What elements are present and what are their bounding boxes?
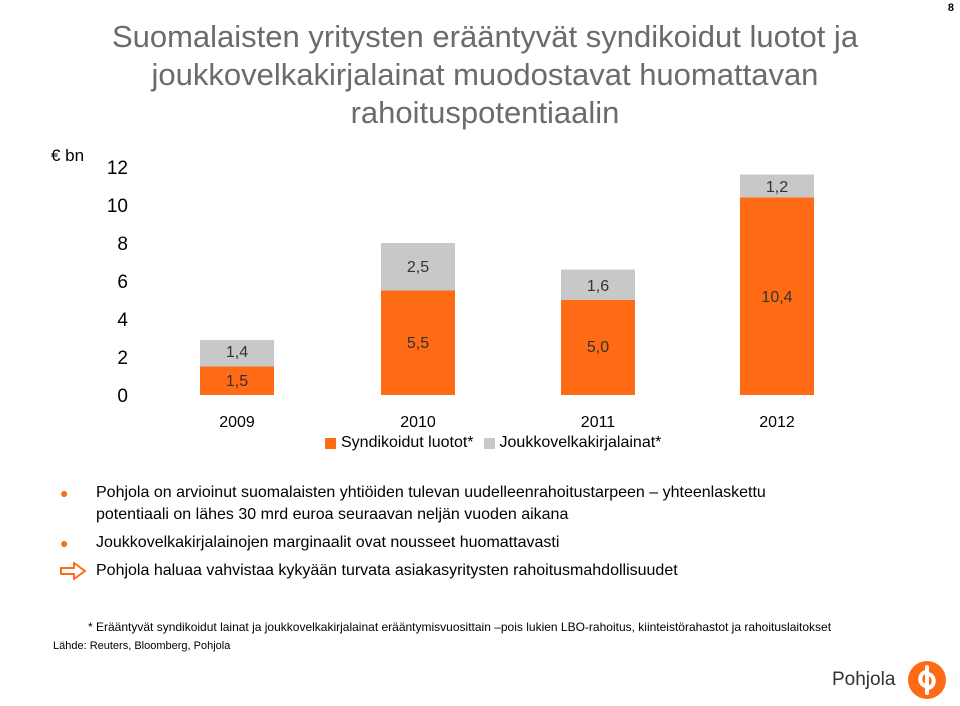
bar-bonds-2009	[200, 339, 274, 367]
stacked-bar-chart: 0 2 4 6 8 10 12 2009 2010 2011 2012 1,5 1,4 5,5 2,5 5,0…	[107, 158, 814, 431]
y-tick-label: 0	[117, 386, 128, 407]
data-label-syndicated-2011: 5,0	[587, 339, 609, 356]
data-label-bonds-2010: 2,5	[407, 259, 429, 276]
data-label-syndicated-2010: 5,5	[407, 335, 429, 352]
bullet-3-line-1: Pohjola haluaa vahvistaa kykyään turvata…	[96, 562, 678, 579]
y-tick-label: 8	[117, 234, 128, 255]
bar-syndicated-2012	[740, 197, 814, 395]
legend-swatch-syndicated	[325, 437, 336, 449]
data-label-syndicated-2009: 1,5	[226, 373, 248, 390]
pohjola-logo: Pohjola	[832, 660, 947, 700]
data-label-syndicated-2012: 10,4	[761, 289, 792, 306]
dot-icon: ●	[60, 535, 69, 551]
bullet-1-line-1: Pohjola on arvioinut suomalaisten yhtiöi…	[96, 484, 766, 501]
y-tick-label: 12	[107, 158, 128, 179]
bar-syndicated-2009	[200, 366, 274, 395]
title-line-1: Suomalaisten yritysten erääntyvät syndik…	[111, 19, 859, 54]
bullet-2-line-1: Joukkovelkakirjalainojen marginaalit ova…	[96, 534, 560, 551]
bar-bonds-2011	[561, 269, 635, 300]
data-label-bonds-2009: 1,4	[226, 344, 248, 361]
legend-label-bonds: Joukkovelkakirjalainat*	[499, 434, 662, 451]
source-note: Lähde: Reuters, Bloomberg, Pohjola	[53, 640, 231, 652]
arrow-right-icon	[60, 562, 86, 580]
x-tick-label: 2010	[400, 414, 436, 431]
bullet-1-line-2: potentiaali on lähes 30 mrd euroa seuraa…	[96, 506, 569, 523]
y-tick-label: 2	[117, 348, 128, 369]
bar-bonds-2010	[381, 243, 455, 291]
logo-wordmark: Pohjola	[832, 669, 896, 690]
slide-title: Suomalaisten yritysten erääntyvät syndik…	[60, 18, 910, 132]
bar-bonds-2012	[740, 174, 814, 198]
title-line-2: joukkovelkakirjalainat muodostavat huoma…	[151, 57, 819, 92]
data-label-bonds-2012: 1,2	[766, 179, 788, 196]
unit-label: € bn	[51, 146, 85, 165]
data-label-bonds-2011: 1,6	[587, 278, 609, 295]
legend-item-bonds: Joukkovelkakirjalainat*	[483, 434, 662, 452]
page-number: 8	[947, 2, 954, 14]
x-tick-label: 2012	[759, 414, 795, 431]
bar-syndicated-2011	[561, 300, 635, 395]
legend-label-syndicated: Syndikoidut luotot*	[341, 434, 474, 451]
x-tick-label: 2011	[581, 414, 616, 431]
pohjola-logo-icon	[908, 661, 947, 699]
chart-legend: Syndikoidut luotot* Joukkovelkakirjalain…	[325, 434, 671, 452]
legend-swatch-bonds	[483, 437, 495, 449]
footnote: * Erääntyvät syndikoidut lainat ja joukk…	[88, 620, 832, 634]
title-line-3: rahoituspotentiaalin	[350, 95, 620, 130]
x-tick-label: 2009	[219, 414, 255, 431]
y-tick-label: 6	[117, 272, 128, 293]
bar-syndicated-2010	[381, 290, 455, 395]
y-tick-label: 4	[117, 310, 128, 331]
legend-item-syndicated: Syndikoidut luotot*	[325, 434, 474, 452]
y-tick-label: 10	[107, 196, 128, 217]
dot-icon: ●	[60, 485, 69, 501]
